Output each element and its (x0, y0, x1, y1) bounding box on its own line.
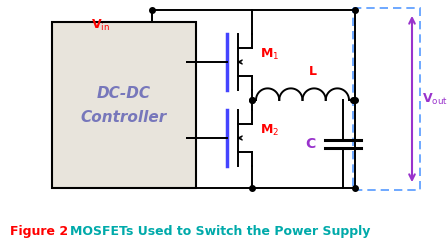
Text: C: C (305, 137, 315, 151)
Text: Controller: Controller (81, 109, 167, 124)
Text: V$_{\rm in}$: V$_{\rm in}$ (90, 18, 109, 33)
Text: DC-DC: DC-DC (97, 85, 151, 100)
Text: V$_{\rm out}$: V$_{\rm out}$ (422, 91, 448, 106)
Text: M$_1$: M$_1$ (260, 46, 279, 61)
Text: Figure 2: Figure 2 (10, 226, 68, 239)
Bar (353, 8, 420, 190)
Bar (52, 22, 196, 188)
Text: MOSFETs Used to Switch the Power Supply: MOSFETs Used to Switch the Power Supply (70, 226, 370, 239)
Text: L: L (309, 65, 316, 78)
Text: M$_2$: M$_2$ (260, 122, 279, 137)
